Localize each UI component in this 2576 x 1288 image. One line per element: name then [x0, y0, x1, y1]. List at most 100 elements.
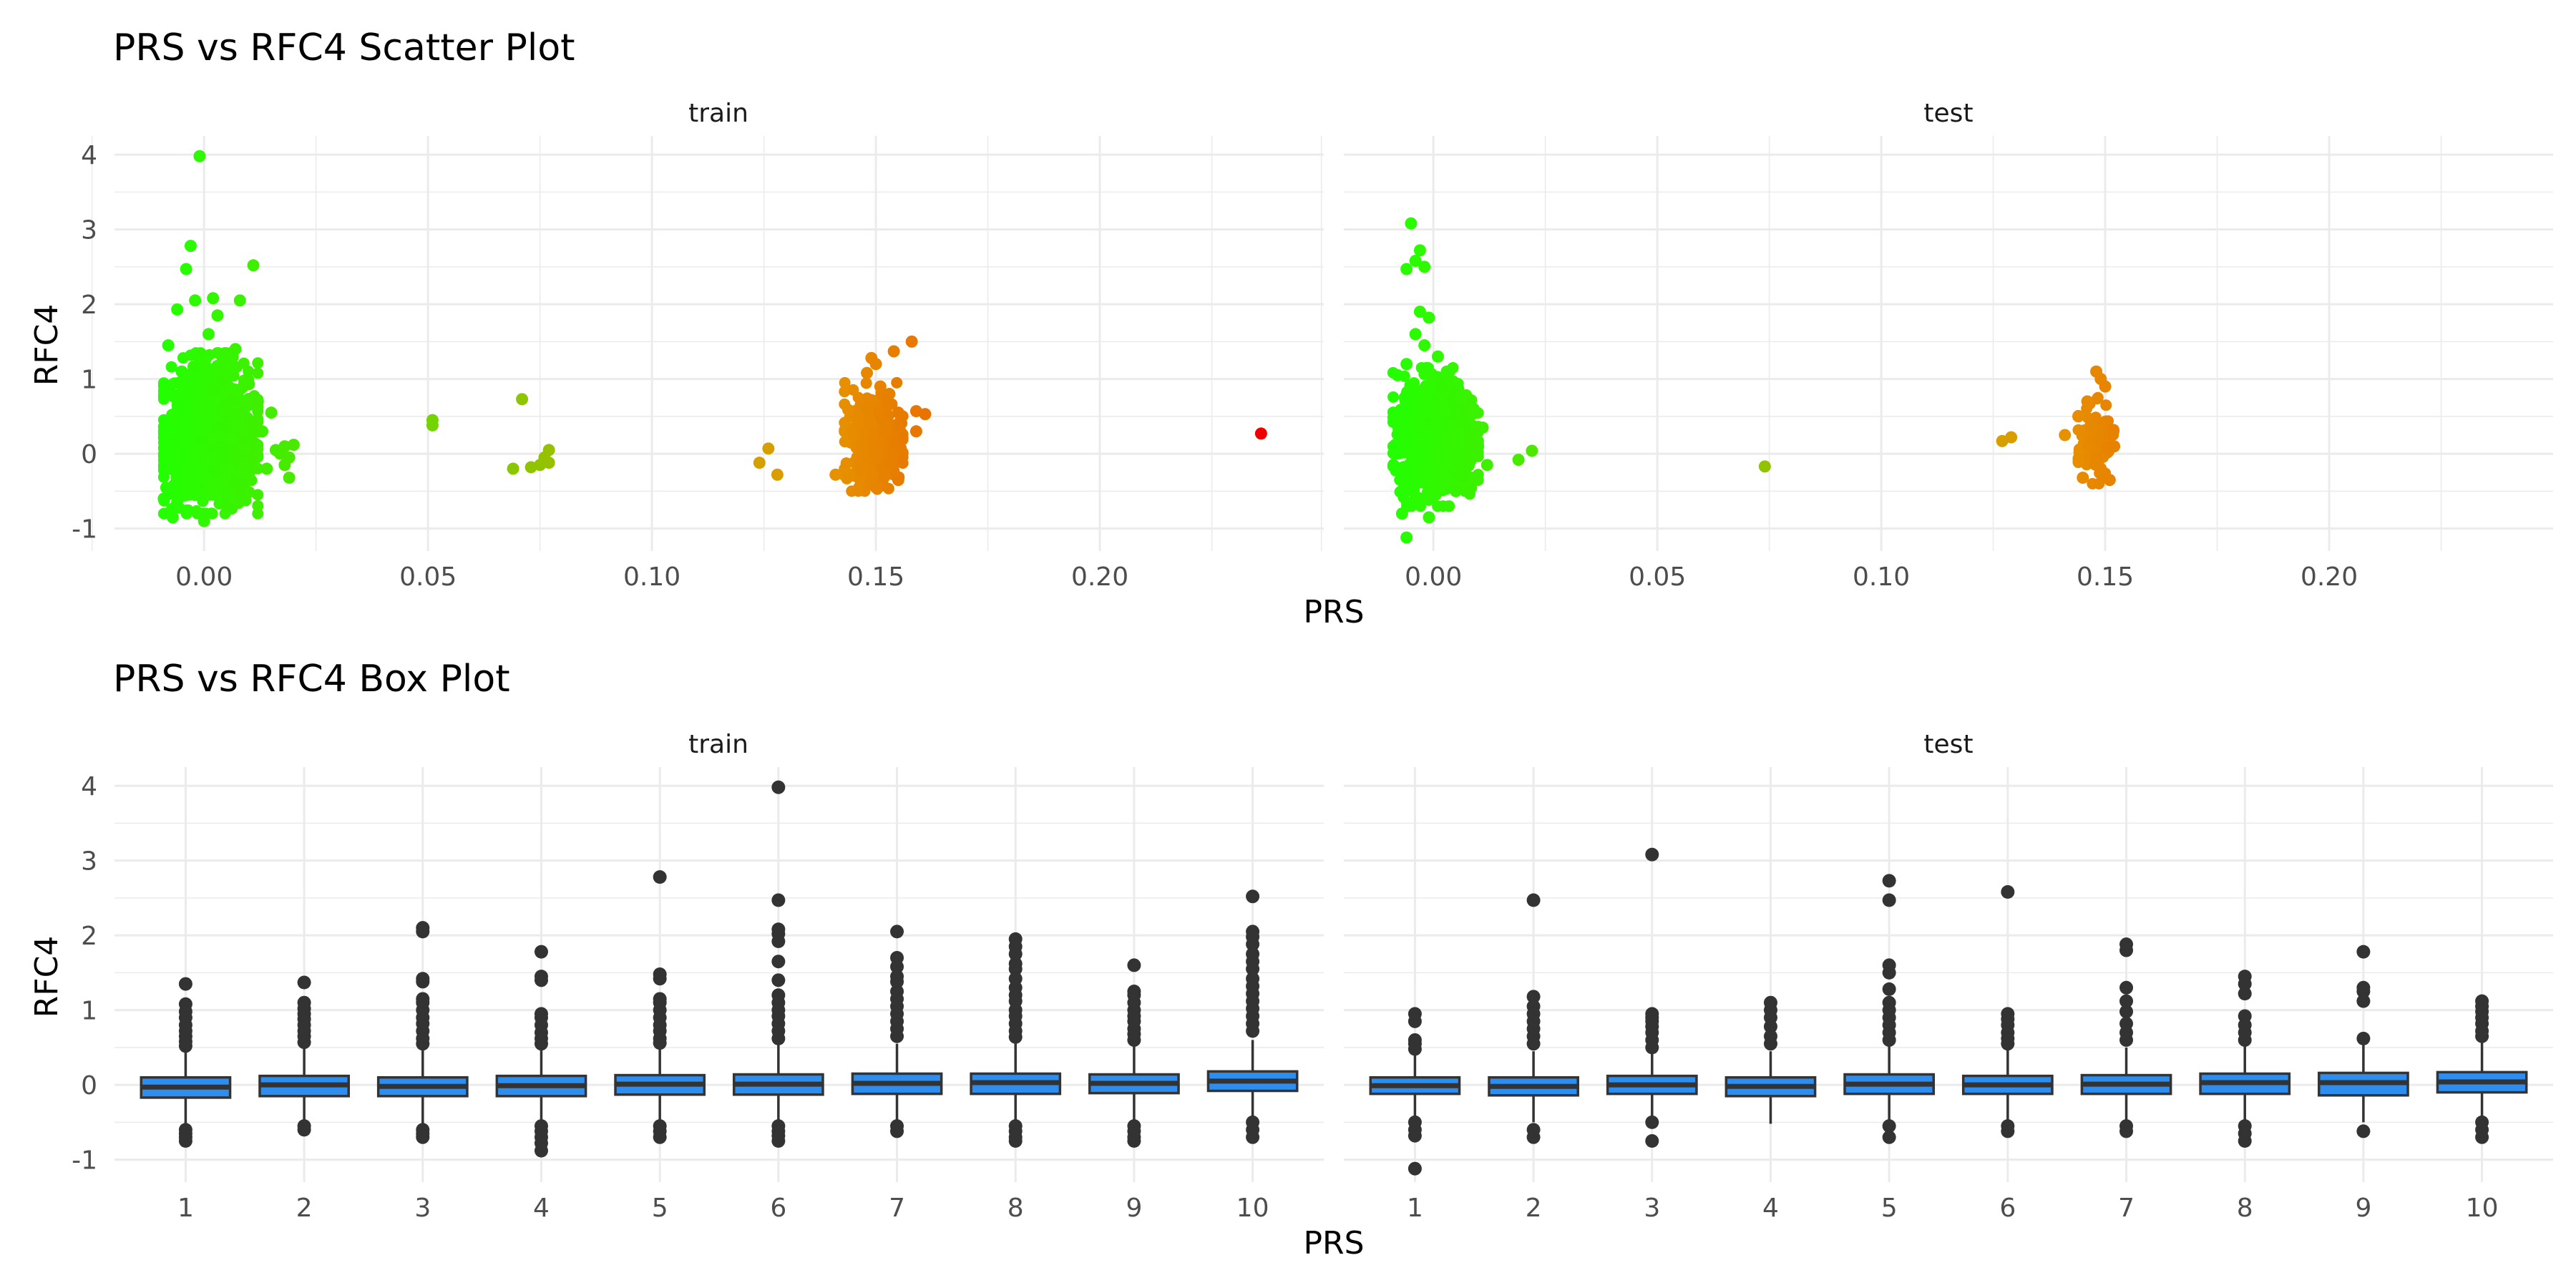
scatter-point	[1431, 371, 1443, 383]
scatter-point	[200, 416, 213, 429]
scatter-point	[175, 365, 188, 378]
scatter-point	[265, 406, 278, 419]
scatter-point	[1468, 402, 1480, 415]
scatter-point	[186, 468, 198, 480]
scatter-point	[2072, 454, 2084, 466]
scatter-point	[219, 384, 231, 396]
scatter-point	[1455, 462, 1468, 474]
y-tick-label: 1	[81, 997, 97, 1026]
scatter-point	[184, 240, 197, 253]
x-tick-label: 8	[2237, 1194, 2253, 1223]
box-outlier	[178, 977, 192, 991]
box-outlier	[890, 1124, 904, 1138]
scatter-point	[202, 455, 215, 468]
y-tick-label: 1	[81, 366, 97, 395]
scatter-point	[215, 451, 228, 463]
scatter-point	[157, 451, 170, 463]
scatter-point	[283, 472, 296, 484]
scatter-point	[190, 393, 202, 405]
scatter-point	[180, 388, 192, 401]
scatter-point	[171, 436, 184, 449]
scatter-point	[243, 414, 255, 426]
scatter-point	[1418, 381, 1430, 394]
box-outlier	[297, 975, 311, 990]
scatter-point	[1458, 404, 1470, 416]
scatter-point	[2094, 462, 2107, 475]
scatter-plot-section: PRS vs RFC4 Scatter Plot train test 0.00…	[29, 26, 2553, 630]
scatter-point	[1422, 393, 1434, 405]
scatter-point	[1423, 311, 1435, 324]
x-tick-label: 0.20	[1071, 562, 1128, 592]
scatter-point	[1400, 263, 1413, 275]
scatter-point	[841, 403, 854, 415]
box-outlier	[1008, 1030, 1023, 1044]
scatter-point	[865, 394, 877, 406]
scatter-point	[225, 432, 238, 445]
scatter-point	[2090, 435, 2102, 447]
scatter-point	[180, 263, 192, 275]
scatter-point	[165, 361, 177, 373]
y-tick-label: -1	[72, 515, 97, 545]
scatter-point	[1436, 429, 1448, 441]
box-outlier	[1645, 1115, 1659, 1129]
scatter-point	[1416, 462, 1428, 474]
box-outlier	[1645, 1134, 1659, 1148]
scatter-point	[178, 410, 190, 422]
scatter-point	[1387, 460, 1399, 472]
scatter-point	[1409, 328, 1422, 341]
box-outlier	[1645, 1040, 1659, 1055]
scatter-point	[1401, 386, 1413, 398]
scatter-point	[1512, 454, 1525, 467]
scatter-point	[1429, 418, 1441, 430]
scatter-point	[181, 427, 193, 439]
x-tick-label: 0.10	[1853, 562, 1910, 592]
box-outlier	[1127, 1134, 1141, 1148]
box-outlier	[1763, 1037, 1777, 1051]
box-outlier	[2356, 1031, 2371, 1045]
y-tick-label: 2	[81, 922, 97, 951]
scatter-point	[1758, 460, 1771, 473]
box-outlier	[2356, 994, 2371, 1008]
scatter-point	[892, 474, 904, 487]
scatter-point	[840, 457, 852, 469]
scatter-point	[854, 473, 866, 485]
scatter-point	[2081, 395, 2094, 408]
scatter-point	[516, 393, 529, 406]
box-plot-title: PRS vs RFC4 Box Plot	[113, 658, 510, 701]
scatter-point	[238, 395, 250, 407]
x-tick-label: 3	[1644, 1194, 1660, 1223]
scatter-point	[1418, 339, 1431, 352]
scatter-point	[213, 429, 225, 441]
box-x-axis-title: PRS	[1303, 1225, 1364, 1262]
scatter-point	[157, 414, 170, 426]
scatter-point	[189, 489, 202, 502]
x-tick-label: 4	[1762, 1194, 1779, 1223]
scatter-point	[1254, 427, 1267, 440]
scatter-point	[203, 477, 215, 489]
scatter-point	[2059, 429, 2072, 441]
box-outlier	[1882, 874, 1896, 888]
scatter-point	[869, 358, 882, 371]
scatter-point	[1436, 399, 1448, 411]
scatter-point	[1395, 404, 1407, 416]
box-outlier	[2119, 1033, 2134, 1047]
scatter-point	[233, 484, 246, 497]
scatter-point	[1446, 447, 1458, 459]
scatter-point	[197, 384, 209, 396]
scatter-point	[1414, 420, 1426, 432]
box-outlier	[653, 972, 667, 986]
scatter-y-axis-title: RFC4	[29, 304, 65, 386]
box-outlier	[1246, 1024, 1260, 1038]
box-outlier	[2356, 1124, 2371, 1138]
scatter-point	[1472, 450, 1484, 462]
box-outlier	[890, 1029, 904, 1043]
scatter-point	[1409, 255, 1422, 268]
scatter-point	[182, 504, 194, 516]
scatter-point	[1455, 414, 1468, 426]
scatter-point	[1400, 358, 1413, 371]
scatter-point	[839, 436, 851, 448]
scatter-point	[762, 442, 775, 455]
x-tick-label: 1	[177, 1194, 194, 1223]
scatter-point	[2097, 451, 2109, 463]
